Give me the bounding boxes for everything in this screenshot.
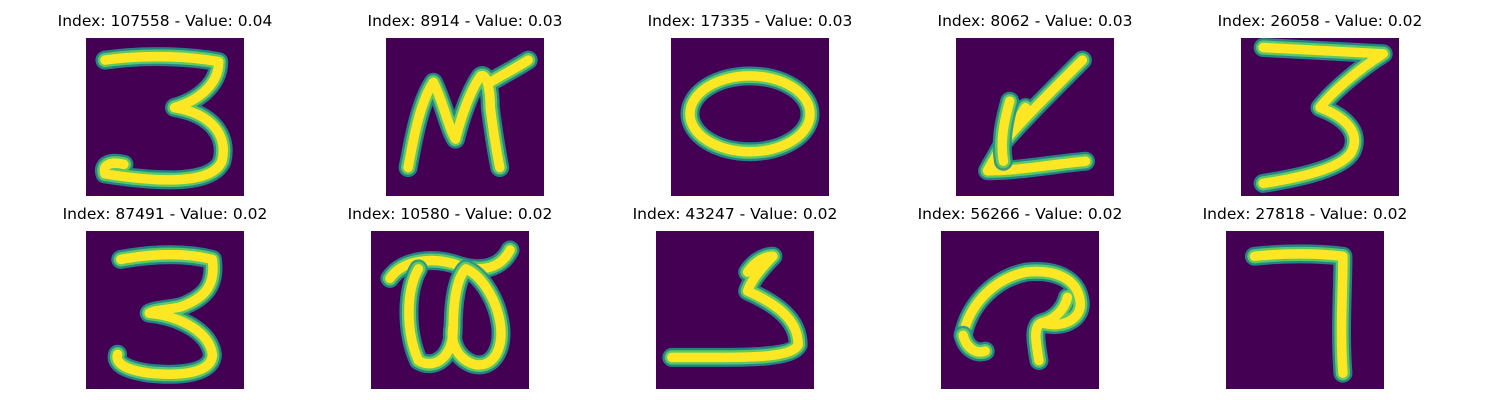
- panel-title: Index: 10580 - Value: 0.02: [347, 205, 553, 223]
- glyph-stroke: [99, 51, 228, 185]
- glyph-image: [1241, 38, 1399, 196]
- glyph-image: [386, 38, 544, 196]
- glyph-image: [86, 231, 244, 389]
- glyph-stroke: [1258, 42, 1388, 189]
- glyph-stroke: [685, 71, 815, 157]
- glyph-image: [1226, 231, 1384, 389]
- panel-title: Index: 27818 - Value: 0.02: [1202, 205, 1408, 223]
- panel-title: Index: 17335 - Value: 0.03: [647, 12, 853, 30]
- glyph-stroke: [667, 251, 803, 363]
- glyph-stroke: [1249, 249, 1348, 378]
- panel-title: Index: 26058 - Value: 0.02: [1217, 12, 1423, 30]
- panel-title: Index: 87491 - Value: 0.02: [62, 205, 268, 223]
- glyph-stroke: [112, 249, 218, 380]
- glyph-image: [941, 231, 1099, 389]
- glyph-stroke: [403, 55, 533, 173]
- glyph-stroke: [958, 330, 990, 357]
- panel-title: Index: 107558 - Value: 0.04: [57, 12, 273, 30]
- glyph-stroke: [1247, 246, 1351, 381]
- panel-title: Index: 56266 - Value: 0.02: [917, 205, 1123, 223]
- glyph-image: [371, 231, 529, 389]
- glyph-stroke: [1244, 244, 1353, 383]
- panel-title: Index: 43247 - Value: 0.02: [632, 205, 838, 223]
- glyph-stroke: [404, 264, 506, 370]
- glyph-image: [656, 231, 814, 389]
- glyph-image: [671, 38, 829, 196]
- glyph-image: [86, 38, 244, 196]
- glyph-image: [956, 38, 1114, 196]
- glyph-stroke: [958, 266, 1085, 366]
- glyph-stroke: [997, 96, 1015, 166]
- panel-title: Index: 8914 - Value: 0.03: [367, 12, 563, 30]
- panel-title: Index: 8062 - Value: 0.03: [937, 12, 1133, 30]
